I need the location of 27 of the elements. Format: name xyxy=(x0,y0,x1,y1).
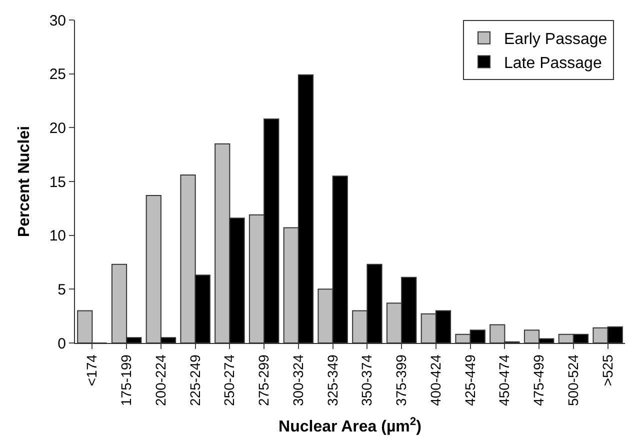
y-tick-label: 30 xyxy=(49,12,66,30)
y-tick-label: 5 xyxy=(58,281,66,298)
y-tick-label: 0 xyxy=(58,335,66,352)
y-tick-label: 25 xyxy=(49,66,66,84)
x-tick-label: 425-449 xyxy=(462,354,478,406)
x-tick-label: 375-399 xyxy=(393,354,410,406)
x-tick-label: 450-474 xyxy=(496,354,512,406)
legend-label: Early Passage xyxy=(504,31,608,48)
y-tick-label: 20 xyxy=(49,120,66,137)
x-tick-label: 225-249 xyxy=(186,354,203,406)
y-tick-label: 15 xyxy=(49,174,66,191)
legend-label: Late Passage xyxy=(504,54,602,72)
x-tick-label: 350-374 xyxy=(358,354,375,406)
y-tick-label: 10 xyxy=(49,228,66,245)
x-tick-label: >525 xyxy=(599,354,616,386)
x-tick-label: 175-199 xyxy=(118,354,134,406)
x-tick-label: 475-499 xyxy=(530,354,547,406)
x-tick-label: 325-349 xyxy=(324,354,340,406)
x-tick-label: 250-274 xyxy=(221,354,238,406)
y-axis-title: Percent Nuclei xyxy=(16,126,34,238)
x-tick-label: 200-224 xyxy=(152,354,168,406)
x-tick-label: 275-299 xyxy=(256,354,272,406)
x-tick-label: 300-324 xyxy=(290,354,306,406)
x-tick-label: <174 xyxy=(84,354,100,386)
x-axis-title: Nuclear Area (µm$^{2}$) xyxy=(278,416,422,436)
x-tick-label: 500-524 xyxy=(564,354,581,406)
x-tick-label: 400-424 xyxy=(427,354,444,406)
